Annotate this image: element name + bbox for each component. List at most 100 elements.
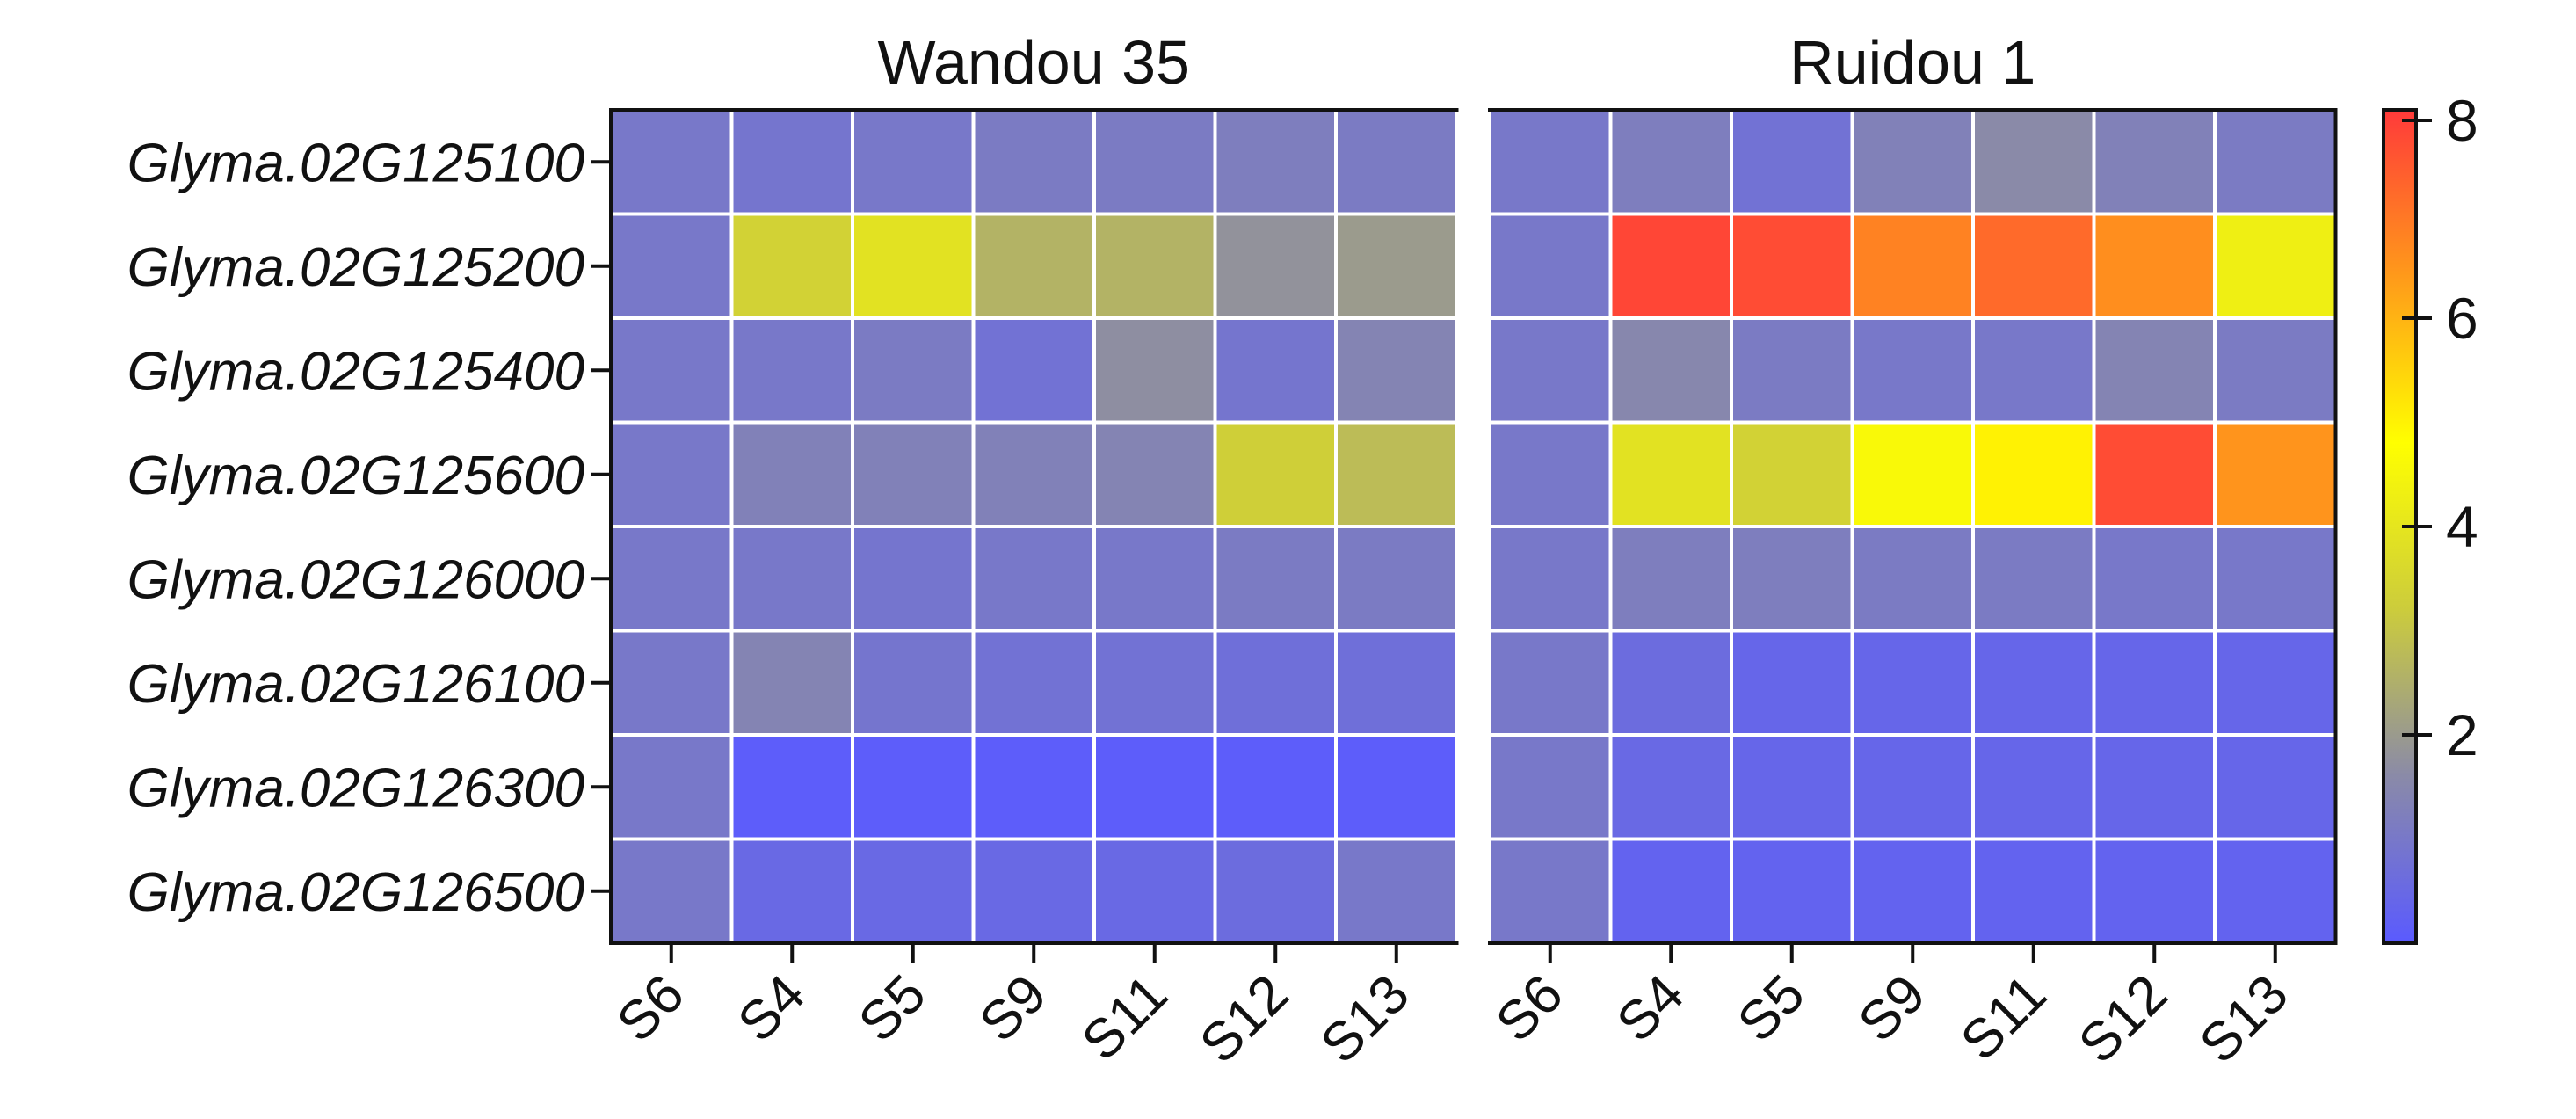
- colorbar-tick-label: 6: [2446, 286, 2478, 351]
- colorbar-tick-label: 4: [2446, 494, 2478, 559]
- column-label: S13: [1310, 963, 1421, 1075]
- heatmap-cell: [1213, 837, 1338, 945]
- column-label: S13: [2188, 963, 2300, 1075]
- axes-frame: [609, 108, 2338, 945]
- heatmap-cell: [1608, 316, 1733, 425]
- heatmap-cell: [1092, 837, 1217, 945]
- panel-1: Ruidou 1 S6 S4 S5 S9 S11 S12 S13: [1484, 28, 2338, 1075]
- heatmap-cell: [609, 733, 734, 841]
- heatmap-cell: [1334, 108, 1459, 216]
- heatmap-cell: [1971, 525, 2096, 633]
- heatmap-cell: [1334, 837, 1459, 945]
- heatmap-cell: [2092, 212, 2217, 320]
- heatmap-cell: [971, 733, 1096, 841]
- heatmap-cell: [1488, 420, 1613, 528]
- row-label: Glyma.02G126500: [127, 862, 584, 923]
- heatmap-cell: [2213, 525, 2338, 633]
- heatmap-cell: [1971, 316, 2096, 425]
- heatmap-cell: [1488, 837, 1613, 945]
- heatmap-cell: [1850, 108, 1975, 216]
- row-label: Glyma.02G125400: [127, 341, 584, 402]
- heatmap-cell: [971, 629, 1096, 737]
- heatmap-cell: [1334, 316, 1459, 425]
- heatmap-cell: [2213, 629, 2338, 737]
- heatmap-cell: [729, 837, 854, 945]
- heatmap-cell: [729, 629, 854, 737]
- heatmap-cell: [851, 212, 976, 320]
- heatmap-cell: [729, 733, 854, 841]
- heatmap-cell: [1730, 212, 1854, 320]
- row-labels: Glyma.02G125100 Glyma.02G125200 Glyma.02G1…: [127, 133, 611, 923]
- heatmap-cell: [1608, 629, 1733, 737]
- row-label: Glyma.02G125200: [127, 237, 584, 298]
- heatmap-cell: [971, 525, 1096, 633]
- colorbar-tick-label: 2: [2446, 702, 2478, 767]
- colorbar-tick-label: 8: [2446, 88, 2478, 153]
- heatmap-cell: [851, 629, 976, 737]
- heatmap-cell: [971, 108, 1096, 216]
- heatmap-cell: [1730, 837, 1854, 945]
- heatmap-cell: [851, 837, 976, 945]
- heatmap-cell: [1488, 316, 1613, 425]
- panel-title: Wandou 35: [878, 28, 1190, 97]
- heatmap-cell: [1608, 212, 1733, 320]
- heatmap-cell: [1730, 733, 1854, 841]
- heatmap-cell: [1092, 316, 1217, 425]
- heatmap-cell: [2213, 420, 2338, 528]
- heatmap-cell: [851, 108, 976, 216]
- heatmap-cell: [1334, 525, 1459, 633]
- heatmap-cell: [1213, 733, 1338, 841]
- heatmap-cell: [1334, 629, 1459, 737]
- row-label: Glyma.02G126100: [127, 654, 584, 715]
- heatmap-cell: [1213, 108, 1338, 216]
- heatmap-cell: [1850, 629, 1975, 737]
- heatmap-cell: [971, 316, 1096, 425]
- heatmap-cell: [1488, 733, 1613, 841]
- heatmap-cell: [1730, 629, 1854, 737]
- column-label: S9: [969, 963, 1058, 1053]
- heatmap-cell: [2213, 316, 2338, 425]
- heatmap-cell: [1730, 108, 1854, 216]
- heatmap-cell: [1608, 420, 1733, 528]
- heatmap-cell: [1608, 525, 1733, 633]
- heatmap-cell: [1213, 316, 1338, 425]
- column-label: S5: [847, 963, 937, 1053]
- heatmap-cell: [1488, 525, 1613, 633]
- panel-0: Wandou 35 S6 S4 S5 S9 S11 S12 S13: [606, 28, 1459, 1075]
- heatmap-cell: [1850, 837, 1975, 945]
- column-label: S9: [1847, 963, 1937, 1053]
- heatmap-cell: [1488, 212, 1613, 320]
- column-label: S11: [1949, 963, 2058, 1072]
- row-label: Glyma.02G126300: [127, 758, 584, 818]
- colorbar: 2 4 6 8: [2382, 88, 2478, 945]
- heatmap-cell: [1213, 212, 1338, 320]
- heatmap-cell: [1971, 420, 2096, 528]
- heatmap-cell: [851, 733, 976, 841]
- heatmap-cell: [971, 212, 1096, 320]
- heatmap-cell: [1213, 420, 1338, 528]
- heatmap-cell: [1092, 108, 1217, 216]
- heatmap-cell: [1488, 108, 1613, 216]
- column-label: S5: [1726, 963, 1816, 1053]
- row-label: Glyma.02G126000: [127, 549, 584, 610]
- heatmap-cell: [1971, 108, 2096, 216]
- heatmap-cell: [2092, 108, 2217, 216]
- heatmap-cell: [609, 316, 734, 425]
- heatmap-cell: [1213, 525, 1338, 633]
- heatmap-cell: [971, 837, 1096, 945]
- heatmap-cell: [1213, 629, 1338, 737]
- column-label: S11: [1070, 963, 1179, 1072]
- heatmap-cell: [2213, 733, 2338, 841]
- heatmap-cell: [2092, 837, 2217, 945]
- heatmap-cell: [1608, 837, 1733, 945]
- column-label: S6: [606, 963, 695, 1053]
- heatmap-cell: [2092, 525, 2217, 633]
- heatmap-cell: [729, 316, 854, 425]
- heatmap-cell: [851, 316, 976, 425]
- heatmap-cell: [1092, 212, 1217, 320]
- heatmap-cell: [729, 525, 854, 633]
- heatmap-cell: [1730, 316, 1854, 425]
- heatmap-cell: [851, 420, 976, 528]
- heatmap-cell: [609, 420, 734, 528]
